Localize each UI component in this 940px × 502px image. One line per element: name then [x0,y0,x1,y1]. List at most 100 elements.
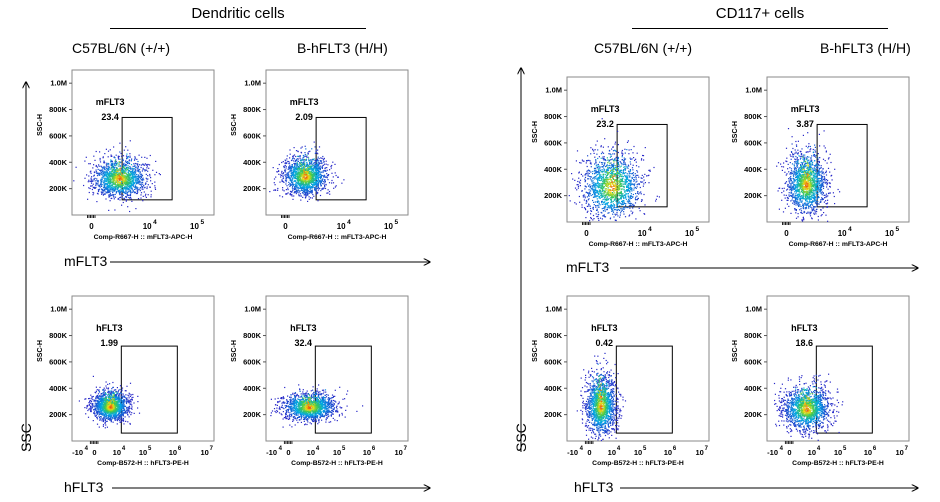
event-dot [305,174,307,176]
event-dot [118,393,120,395]
event-dot [100,188,103,190]
event-dot [306,192,308,194]
event-dot [138,175,140,177]
event-dot [108,397,110,399]
event-dot [100,178,102,180]
event-dot [105,191,107,193]
event-dot [127,165,129,167]
event-dot [129,382,132,384]
event-dot [122,411,124,413]
event-dot [103,414,105,416]
event-dot [278,406,281,408]
event-dot [90,406,92,408]
event-dot [307,186,309,188]
event-dot [97,184,99,186]
event-dot [107,414,109,416]
mflt3-axis-title-right: mFLT3 [566,259,610,275]
event-dot [109,416,111,418]
event-dot [128,183,130,185]
event-dot [308,172,310,174]
y-tick-label: 200K [243,410,262,419]
event-dot [129,187,131,189]
event-dot [100,408,102,411]
event-dot [297,163,299,165]
event-dot [101,185,103,187]
event-dot [291,190,293,193]
gate-label: mFLT3 [290,97,319,107]
event-dot [123,399,125,402]
event-dot [124,164,126,166]
event-dot [311,163,313,165]
event-dot [277,187,279,190]
event-dot [106,420,108,422]
event-dot [154,188,157,190]
event-dot [121,195,123,197]
event-dot [322,393,324,395]
event-dot [131,168,133,170]
event-dot [101,167,104,169]
event-dot [126,161,128,163]
event-dot [329,402,331,404]
event-dot [123,149,125,151]
event-dot [315,193,318,195]
event-dot [104,393,106,395]
event-dot [133,182,135,184]
event-dot [125,412,127,414]
event-dot [117,155,119,157]
event-dot [296,182,298,184]
event-dot [103,406,105,408]
event-dot [303,192,305,194]
event-dot [280,398,283,400]
event-dot [308,179,310,181]
event-dot [118,400,120,402]
event-dot [130,182,132,185]
event-dot [304,175,306,177]
event-dot [113,177,115,179]
event-dot [300,179,302,181]
event-dot [96,172,98,174]
event-dot [135,178,137,180]
event-dot [306,175,308,177]
event-dot [289,396,291,398]
event-dot [114,190,116,192]
event-dot [323,187,325,189]
event-dot [118,410,120,412]
event-dot [119,177,121,179]
event-dot [299,174,301,177]
event-dot [322,178,324,180]
event-dot [338,414,341,416]
event-dot [111,388,113,390]
event-dot [117,182,119,184]
event-dot [321,162,323,165]
event-dot [88,403,90,405]
event-dot [125,394,127,396]
event-dot [114,157,116,159]
event-dot [114,406,117,408]
event-dot [317,184,319,186]
event-dot [284,386,286,389]
event-dot [93,174,95,176]
event-dot [108,398,110,400]
event-dot [85,413,87,415]
event-dot [109,195,111,197]
event-dot [330,403,332,405]
event-dot [298,155,300,158]
event-dot [99,151,101,153]
event-dot [282,396,284,399]
event-dot [101,411,103,413]
event-dot [109,149,111,151]
event-dot [91,398,93,400]
event-dot [122,169,124,171]
event-dot [294,177,296,179]
event-dot [97,397,99,399]
event-dot [122,194,124,196]
event-dot [129,193,132,195]
group-title-dendritic: Dendritic cells [191,5,285,22]
event-dot [117,169,119,171]
event-dot [141,179,143,181]
event-dot [121,401,123,403]
event-dot [130,164,133,166]
event-dot [291,177,293,179]
event-dot [319,177,321,179]
event-dot [117,402,119,404]
